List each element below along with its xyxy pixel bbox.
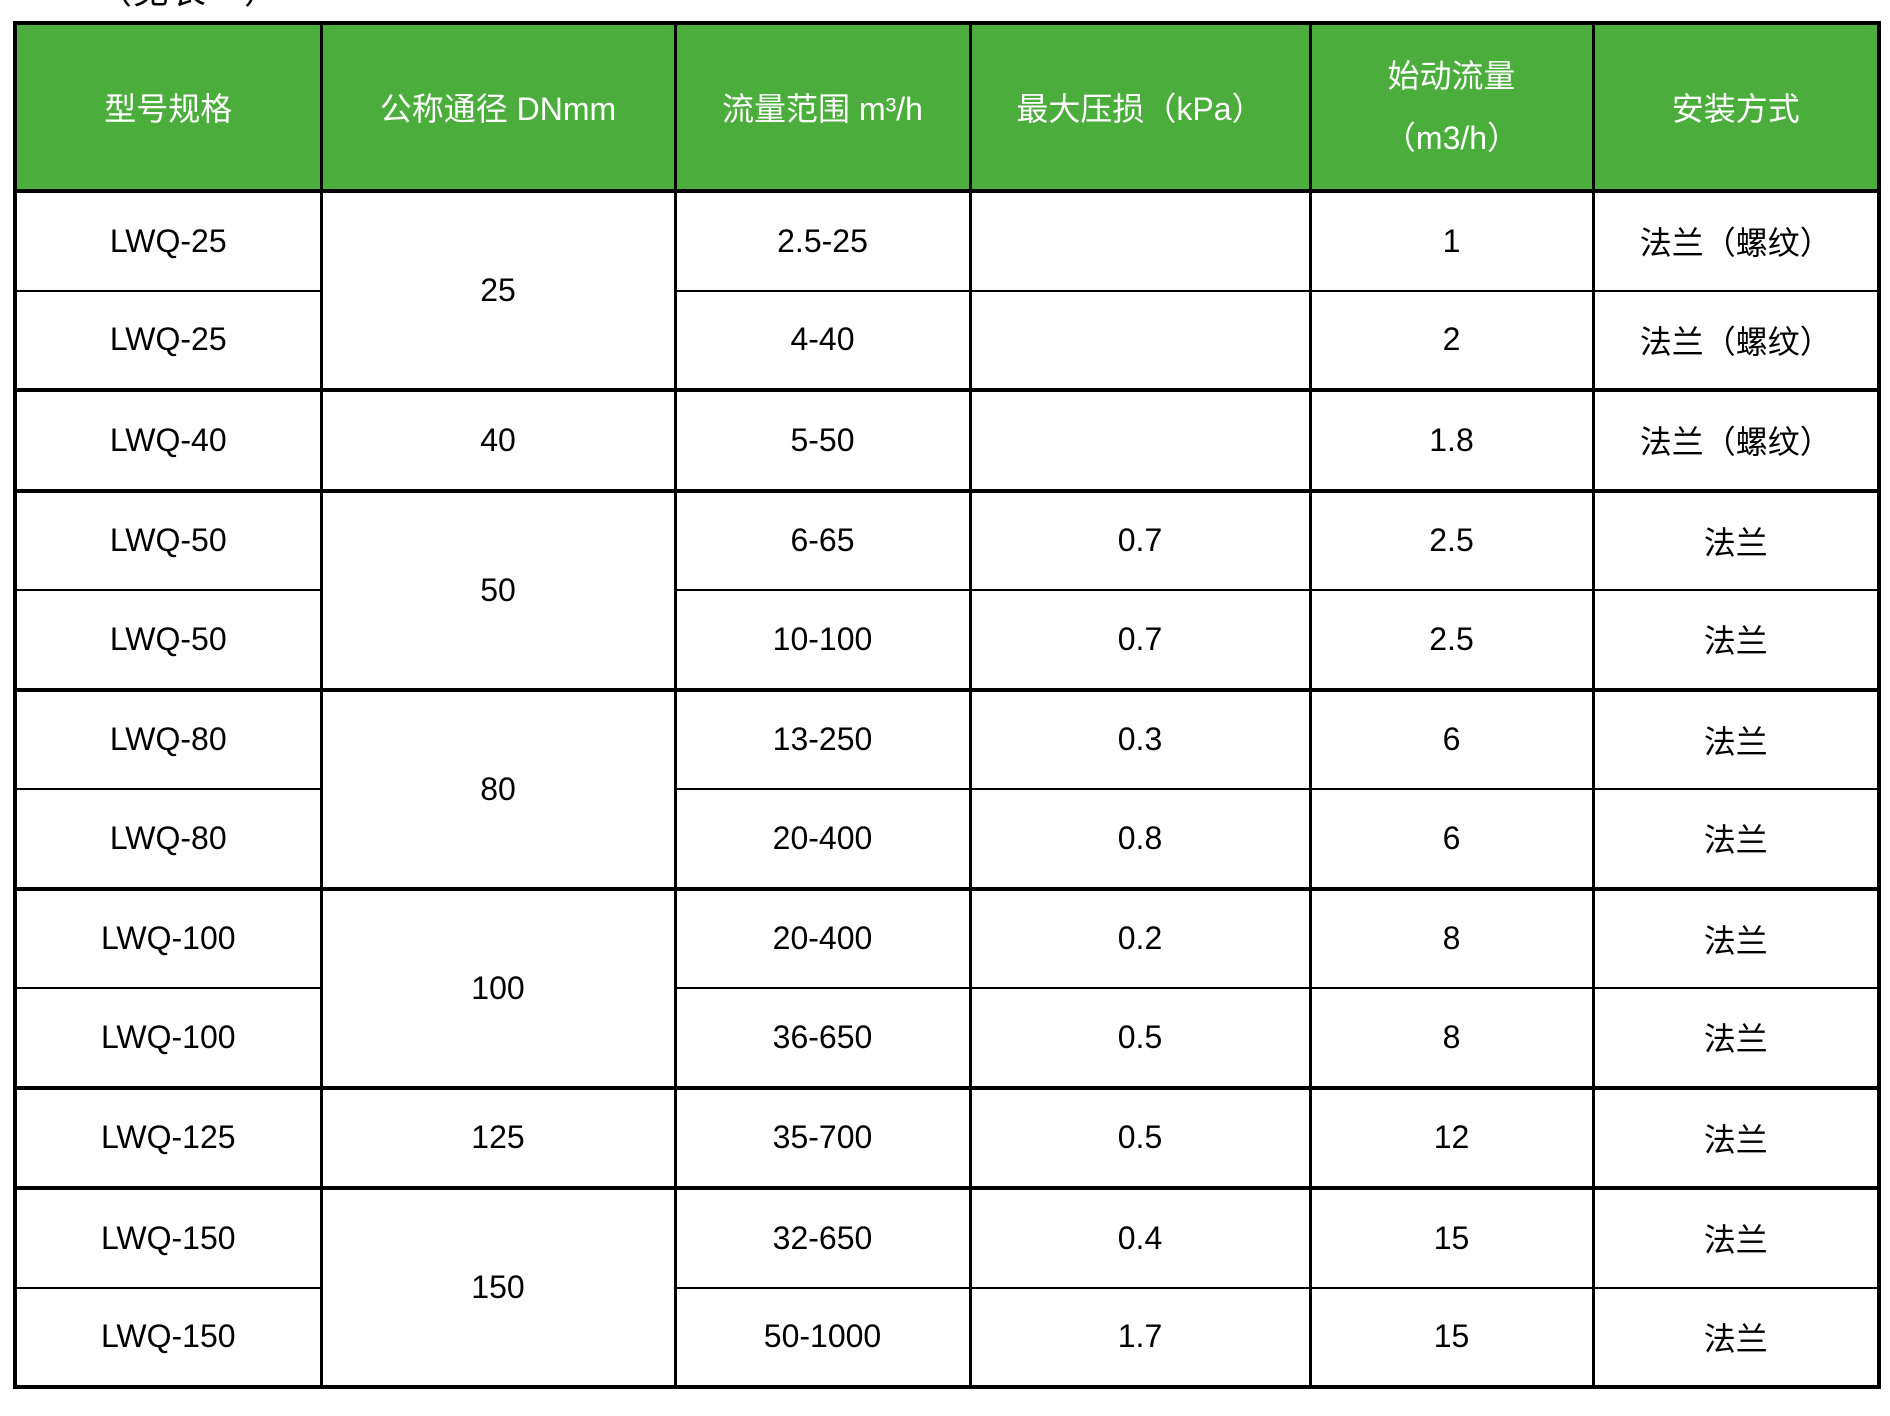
cell-diameter: 50	[319, 488, 677, 691]
cell-install: 法兰（螺纹）	[1591, 189, 1881, 292]
header-row: 型号规格 公称通径 DNmm 流量范围 m³/h 最大压损（kPa） 始动流量 …	[13, 22, 1881, 193]
cell-pressure-loss: 0.4	[968, 1186, 1312, 1289]
cell-start-flow: 8	[1308, 987, 1595, 1089]
cell-diameter: 125	[319, 1085, 677, 1189]
cell-flow-range: 10-100	[673, 589, 972, 691]
cell-model: LWQ-150	[13, 1186, 323, 1289]
cell-install: 法兰	[1591, 1186, 1881, 1289]
table-row: LWQ-100 100 20-400 0.2 8 法兰	[13, 886, 1881, 1089]
cell-pressure-loss	[968, 289, 1312, 391]
cell-start-flow: 6	[1308, 788, 1595, 890]
cell-start-flow: 8	[1308, 886, 1595, 989]
table-row: LWQ-50 10-100 0.7 2.5 法兰	[13, 589, 1881, 691]
cell-flow-range: 20-400	[673, 886, 972, 989]
cell-install: 法兰	[1591, 788, 1881, 890]
cell-pressure-loss	[968, 388, 1312, 492]
cell-flow-range: 5-50	[673, 388, 972, 492]
cell-diameter: 80	[319, 687, 677, 890]
cell-diameter: 150	[319, 1186, 677, 1388]
cell-pressure-loss: 0.5	[968, 1085, 1312, 1189]
table-row: LWQ-50 50 6-65 0.7 2.5 法兰	[13, 488, 1881, 691]
cell-flow-range: 36-650	[673, 987, 972, 1089]
cell-model: LWQ-40	[13, 388, 323, 492]
cell-start-flow: 6	[1308, 687, 1595, 790]
cell-flow-range: 20-400	[673, 788, 972, 890]
col-header-start-flow: 始动流量 （m3/h）	[1308, 22, 1595, 193]
table-row: LWQ-100 36-650 0.5 8 法兰	[13, 987, 1881, 1089]
cell-install: 法兰	[1591, 687, 1881, 790]
cell-install: 法兰	[1591, 488, 1881, 591]
col-header-start-flow-line2: （m3/h）	[1383, 120, 1520, 156]
cell-install: 法兰	[1591, 1085, 1881, 1189]
cell-diameter: 40	[319, 388, 677, 492]
col-header-model: 型号规格	[13, 22, 323, 193]
table-row: LWQ-80 80 13-250 0.3 6 法兰	[13, 687, 1881, 890]
cell-flow-range: 13-250	[673, 687, 972, 790]
col-header-diameter: 公称通径 DNmm	[319, 22, 677, 193]
cell-flow-range: 4-40	[673, 289, 972, 391]
cell-install: 法兰（螺纹）	[1591, 388, 1881, 492]
table-body: LWQ-25 25 2.5-25 1 法兰（螺纹） LWQ-25 4-40 2 法兰（螺纹） LW…	[13, 189, 1881, 1388]
cell-start-flow: 2	[1308, 289, 1595, 391]
cell-install: 法兰	[1591, 987, 1881, 1089]
table-row: LWQ-150 150 32-650 0.4 15 法兰	[13, 1186, 1881, 1388]
cell-model: LWQ-100	[13, 886, 323, 989]
cell-model: LWQ-50	[13, 589, 323, 691]
cell-start-flow: 1	[1308, 189, 1595, 292]
table-row: LWQ-25 4-40 2 法兰（螺纹）	[13, 289, 1881, 391]
col-header-install: 安装方式	[1591, 22, 1881, 193]
cell-start-flow: 12	[1308, 1085, 1595, 1189]
cell-flow-range: 6-65	[673, 488, 972, 591]
page-caption: （见表一）	[96, 0, 281, 13]
cell-model: LWQ-150	[13, 1286, 323, 1388]
page-caption-text: （见表一）	[96, 0, 281, 13]
cell-install: 法兰	[1591, 1286, 1881, 1388]
col-header-pressure-loss: 最大压损（kPa）	[968, 22, 1312, 193]
cell-model: LWQ-125	[13, 1085, 323, 1189]
table-row: LWQ-125 125 35-700 0.5 12 法兰	[13, 1085, 1881, 1189]
cell-pressure-loss: 1.7	[968, 1286, 1312, 1388]
cell-model: LWQ-25	[13, 289, 323, 391]
table-row: LWQ-40 40 5-50 1.8 法兰（螺纹）	[13, 388, 1881, 492]
cell-start-flow: 1.8	[1308, 388, 1595, 492]
cell-pressure-loss: 0.7	[968, 488, 1312, 591]
col-header-start-flow-line1: 始动流量	[1387, 58, 1516, 94]
table-row: LWQ-25 25 2.5-25 1 法兰（螺纹）	[13, 189, 1881, 391]
cell-pressure-loss: 0.5	[968, 987, 1312, 1089]
cell-flow-range: 2.5-25	[673, 189, 972, 292]
spec-table: 型号规格 公称通径 DNmm 流量范围 m³/h 最大压损（kPa） 始动流量 …	[13, 21, 1881, 1389]
cell-model: LWQ-50	[13, 488, 323, 591]
cell-flow-range: 50-1000	[673, 1286, 972, 1388]
cell-start-flow: 2.5	[1308, 488, 1595, 591]
cell-model: LWQ-25	[13, 189, 323, 292]
cell-model: LWQ-80	[13, 687, 323, 790]
table-row: LWQ-150 50-1000 1.7 15 法兰	[13, 1286, 1881, 1388]
cell-pressure-loss: 0.3	[968, 687, 1312, 790]
table-row: LWQ-80 20-400 0.8 6 法兰	[13, 788, 1881, 890]
cell-pressure-loss: 0.2	[968, 886, 1312, 989]
cell-flow-range: 32-650	[673, 1186, 972, 1289]
cell-diameter: 25	[319, 189, 677, 391]
cell-start-flow: 2.5	[1308, 589, 1595, 691]
cell-start-flow: 15	[1308, 1186, 1595, 1289]
cell-install: 法兰	[1591, 886, 1881, 989]
cell-install: 法兰	[1591, 589, 1881, 691]
cell-start-flow: 15	[1308, 1286, 1595, 1388]
cell-install: 法兰（螺纹）	[1591, 289, 1881, 391]
cell-model: LWQ-80	[13, 788, 323, 890]
cell-pressure-loss	[968, 189, 1312, 292]
cell-pressure-loss: 0.8	[968, 788, 1312, 890]
cell-pressure-loss: 0.7	[968, 589, 1312, 691]
cell-flow-range: 35-700	[673, 1085, 972, 1189]
col-header-flow-range: 流量范围 m³/h	[673, 22, 972, 193]
cell-diameter: 100	[319, 886, 677, 1089]
cell-model: LWQ-100	[13, 987, 323, 1089]
